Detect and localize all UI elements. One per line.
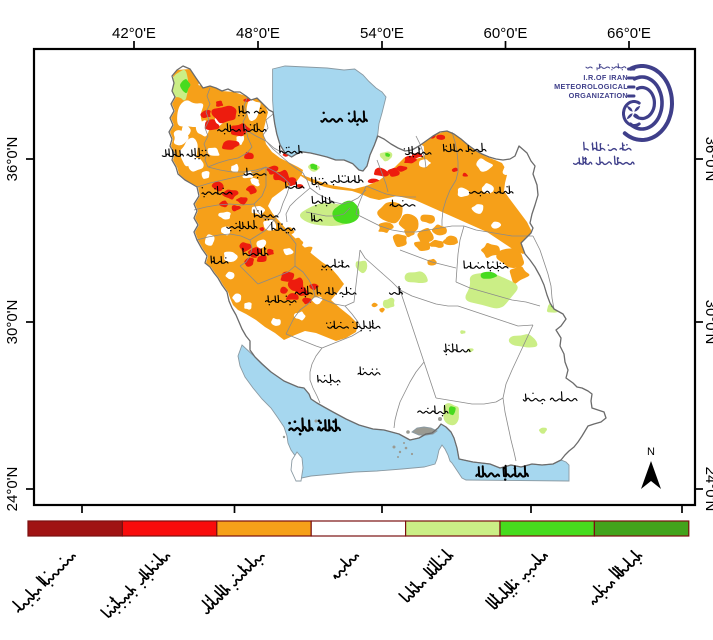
svg-text:54°0'E: 54°0'E (360, 25, 404, 42)
svg-text:36°0'N: 36°0'N (702, 137, 713, 182)
svg-text:42°0'E: 42°0'E (112, 25, 156, 42)
svg-text:36°0'N: 36°0'N (4, 137, 21, 182)
svg-text:48°0'E: 48°0'E (236, 25, 280, 42)
svg-text:24°0'N: 24°0'N (4, 467, 21, 512)
svg-text:30°0'N: 30°0'N (702, 300, 713, 345)
svg-text:66°0'E: 66°0'E (607, 25, 651, 42)
svg-text:ORGANIZATION: ORGANIZATION (569, 91, 628, 100)
svg-text:30°0'N: 30°0'N (4, 300, 21, 345)
svg-text:24°0'N: 24°0'N (702, 467, 713, 512)
svg-text:N: N (647, 446, 655, 458)
svg-text:I.R.OF IRAN: I.R.OF IRAN (583, 73, 628, 82)
svg-text:METEOROLOGICAL: METEOROLOGICAL (554, 82, 628, 91)
svg-text:60°0'E: 60°0'E (484, 25, 528, 42)
